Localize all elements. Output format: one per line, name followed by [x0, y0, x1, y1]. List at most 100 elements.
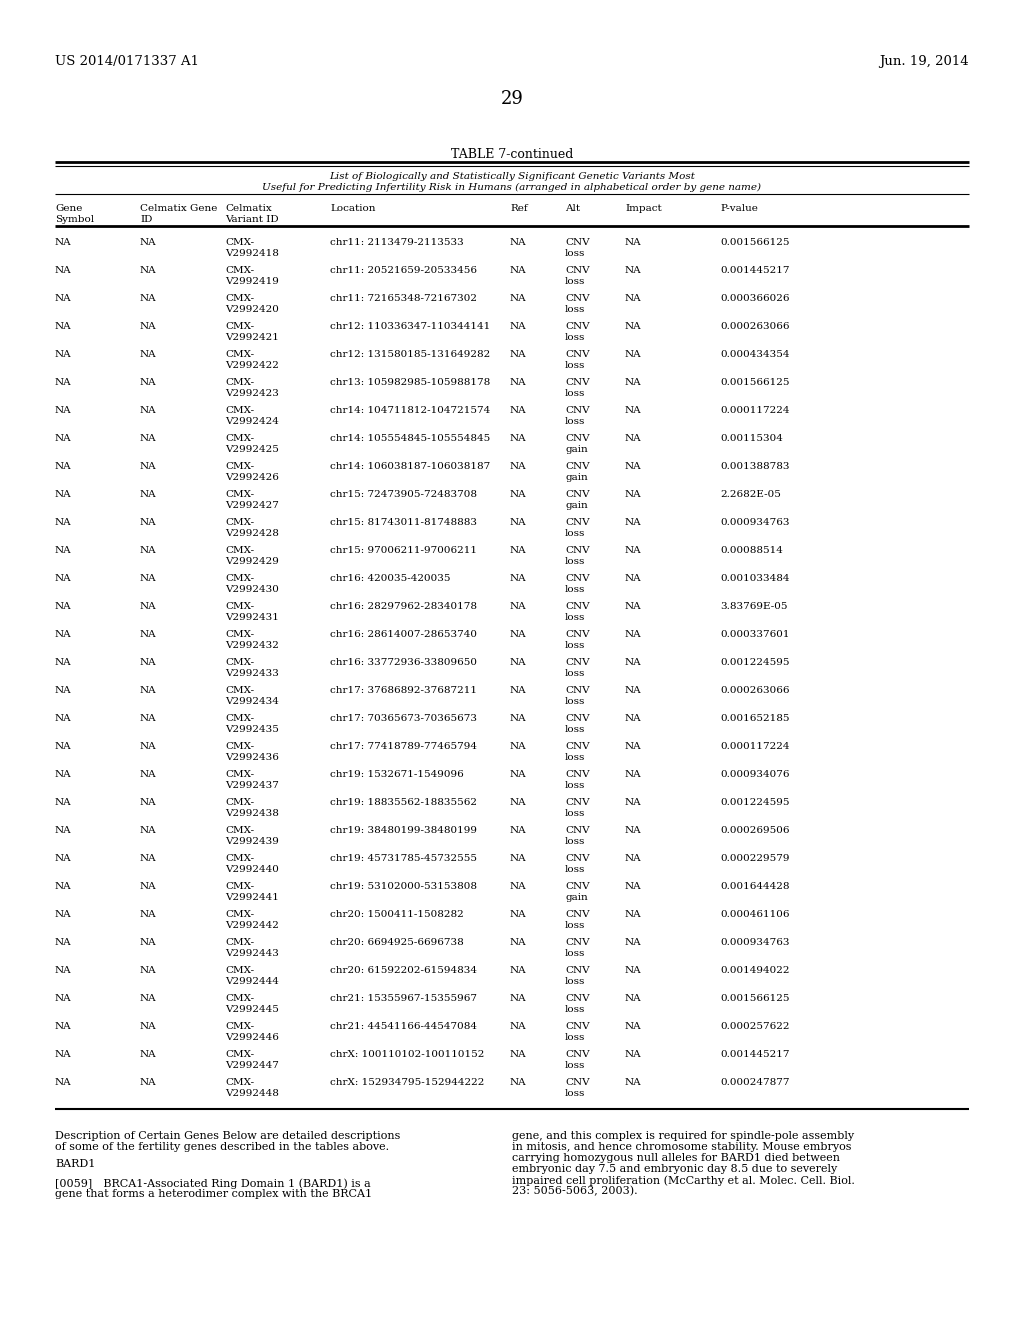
Text: 0.000117224: 0.000117224 [720, 742, 790, 751]
Text: 0.00115304: 0.00115304 [720, 434, 783, 444]
Text: 23: 5056-5063, 2003).: 23: 5056-5063, 2003). [512, 1185, 638, 1196]
Text: CMX-: CMX- [225, 966, 254, 975]
Text: NA: NA [140, 966, 157, 975]
Text: NA: NA [55, 407, 72, 414]
Text: CMX-: CMX- [225, 517, 254, 527]
Text: NA: NA [625, 1049, 642, 1059]
Text: NA: NA [55, 602, 72, 611]
Text: gain: gain [565, 473, 588, 482]
Text: CMX-: CMX- [225, 770, 254, 779]
Text: V2992431: V2992431 [225, 612, 279, 622]
Text: chr17: 70365673-70365673: chr17: 70365673-70365673 [330, 714, 477, 723]
Text: loss: loss [565, 585, 586, 594]
Text: NA: NA [625, 770, 642, 779]
Text: of some of the fertility genes described in the tables above.: of some of the fertility genes described… [55, 1142, 389, 1152]
Text: chr15: 81743011-81748883: chr15: 81743011-81748883 [330, 517, 477, 527]
Text: NA: NA [140, 657, 157, 667]
Text: chr14: 105554845-105554845: chr14: 105554845-105554845 [330, 434, 490, 444]
Text: NA: NA [510, 546, 526, 554]
Text: NA: NA [510, 826, 526, 836]
Text: chr11: 20521659-20533456: chr11: 20521659-20533456 [330, 267, 477, 275]
Text: CMX-: CMX- [225, 407, 254, 414]
Text: NA: NA [55, 1078, 72, 1086]
Text: CNV: CNV [565, 882, 590, 891]
Text: CNV: CNV [565, 1049, 590, 1059]
Text: CMX-: CMX- [225, 378, 254, 387]
Text: NA: NA [140, 267, 157, 275]
Text: CNV: CNV [565, 686, 590, 696]
Text: NA: NA [140, 517, 157, 527]
Text: V2992422: V2992422 [225, 360, 279, 370]
Text: V2992443: V2992443 [225, 949, 279, 958]
Text: NA: NA [55, 854, 72, 863]
Text: CNV: CNV [565, 966, 590, 975]
Text: NA: NA [140, 294, 157, 304]
Text: NA: NA [55, 770, 72, 779]
Text: NA: NA [140, 1078, 157, 1086]
Text: NA: NA [55, 322, 72, 331]
Text: CNV: CNV [565, 770, 590, 779]
Text: NA: NA [55, 826, 72, 836]
Text: in mitosis, and hence chromosome stability. Mouse embryos: in mitosis, and hence chromosome stabili… [512, 1142, 852, 1152]
Text: P-value: P-value [720, 205, 758, 213]
Text: loss: loss [565, 725, 586, 734]
Text: 0.000934763: 0.000934763 [720, 939, 790, 946]
Text: CMX-: CMX- [225, 714, 254, 723]
Text: 0.000269506: 0.000269506 [720, 826, 790, 836]
Text: NA: NA [140, 602, 157, 611]
Text: NA: NA [55, 294, 72, 304]
Text: loss: loss [565, 865, 586, 874]
Text: V2992429: V2992429 [225, 557, 279, 566]
Text: CMX-: CMX- [225, 1078, 254, 1086]
Text: 0.000337601: 0.000337601 [720, 630, 790, 639]
Text: loss: loss [565, 1005, 586, 1014]
Text: NA: NA [625, 462, 642, 471]
Text: chrX: 100110102-100110152: chrX: 100110102-100110152 [330, 1049, 484, 1059]
Text: NA: NA [140, 238, 157, 247]
Text: NA: NA [510, 657, 526, 667]
Text: 0.000117224: 0.000117224 [720, 407, 790, 414]
Text: NA: NA [55, 939, 72, 946]
Text: CMX-: CMX- [225, 742, 254, 751]
Text: V2992420: V2992420 [225, 305, 279, 314]
Text: CMX-: CMX- [225, 1022, 254, 1031]
Text: NA: NA [625, 826, 642, 836]
Text: 0.000263066: 0.000263066 [720, 322, 790, 331]
Text: NA: NA [625, 378, 642, 387]
Text: NA: NA [625, 854, 642, 863]
Text: gain: gain [565, 445, 588, 454]
Text: NA: NA [510, 854, 526, 863]
Text: 0.000229579: 0.000229579 [720, 854, 790, 863]
Text: chr11: 72165348-72167302: chr11: 72165348-72167302 [330, 294, 477, 304]
Text: CMX-: CMX- [225, 350, 254, 359]
Text: V2992421: V2992421 [225, 333, 279, 342]
Text: 0.00088514: 0.00088514 [720, 546, 783, 554]
Text: NA: NA [510, 350, 526, 359]
Text: NA: NA [510, 994, 526, 1003]
Text: NA: NA [510, 574, 526, 583]
Text: NA: NA [625, 1022, 642, 1031]
Text: loss: loss [565, 612, 586, 622]
Text: V2992423: V2992423 [225, 389, 279, 399]
Text: NA: NA [625, 602, 642, 611]
Text: NA: NA [625, 517, 642, 527]
Text: NA: NA [140, 909, 157, 919]
Text: Symbol: Symbol [55, 215, 94, 224]
Text: NA: NA [625, 407, 642, 414]
Text: NA: NA [510, 799, 526, 807]
Text: V2992427: V2992427 [225, 502, 279, 510]
Text: CMX-: CMX- [225, 1049, 254, 1059]
Text: loss: loss [565, 837, 586, 846]
Text: NA: NA [625, 994, 642, 1003]
Text: CNV: CNV [565, 490, 590, 499]
Text: chr20: 61592202-61594834: chr20: 61592202-61594834 [330, 966, 477, 975]
Text: NA: NA [55, 994, 72, 1003]
Text: NA: NA [510, 602, 526, 611]
Text: NA: NA [140, 1049, 157, 1059]
Text: Jun. 19, 2014: Jun. 19, 2014 [880, 55, 969, 69]
Text: chr19: 1532671-1549096: chr19: 1532671-1549096 [330, 770, 464, 779]
Text: impaired cell proliferation (McCarthy et al. Molec. Cell. Biol.: impaired cell proliferation (McCarthy et… [512, 1175, 855, 1185]
Text: loss: loss [565, 417, 586, 426]
Text: chr19: 18835562-18835562: chr19: 18835562-18835562 [330, 799, 477, 807]
Text: NA: NA [510, 909, 526, 919]
